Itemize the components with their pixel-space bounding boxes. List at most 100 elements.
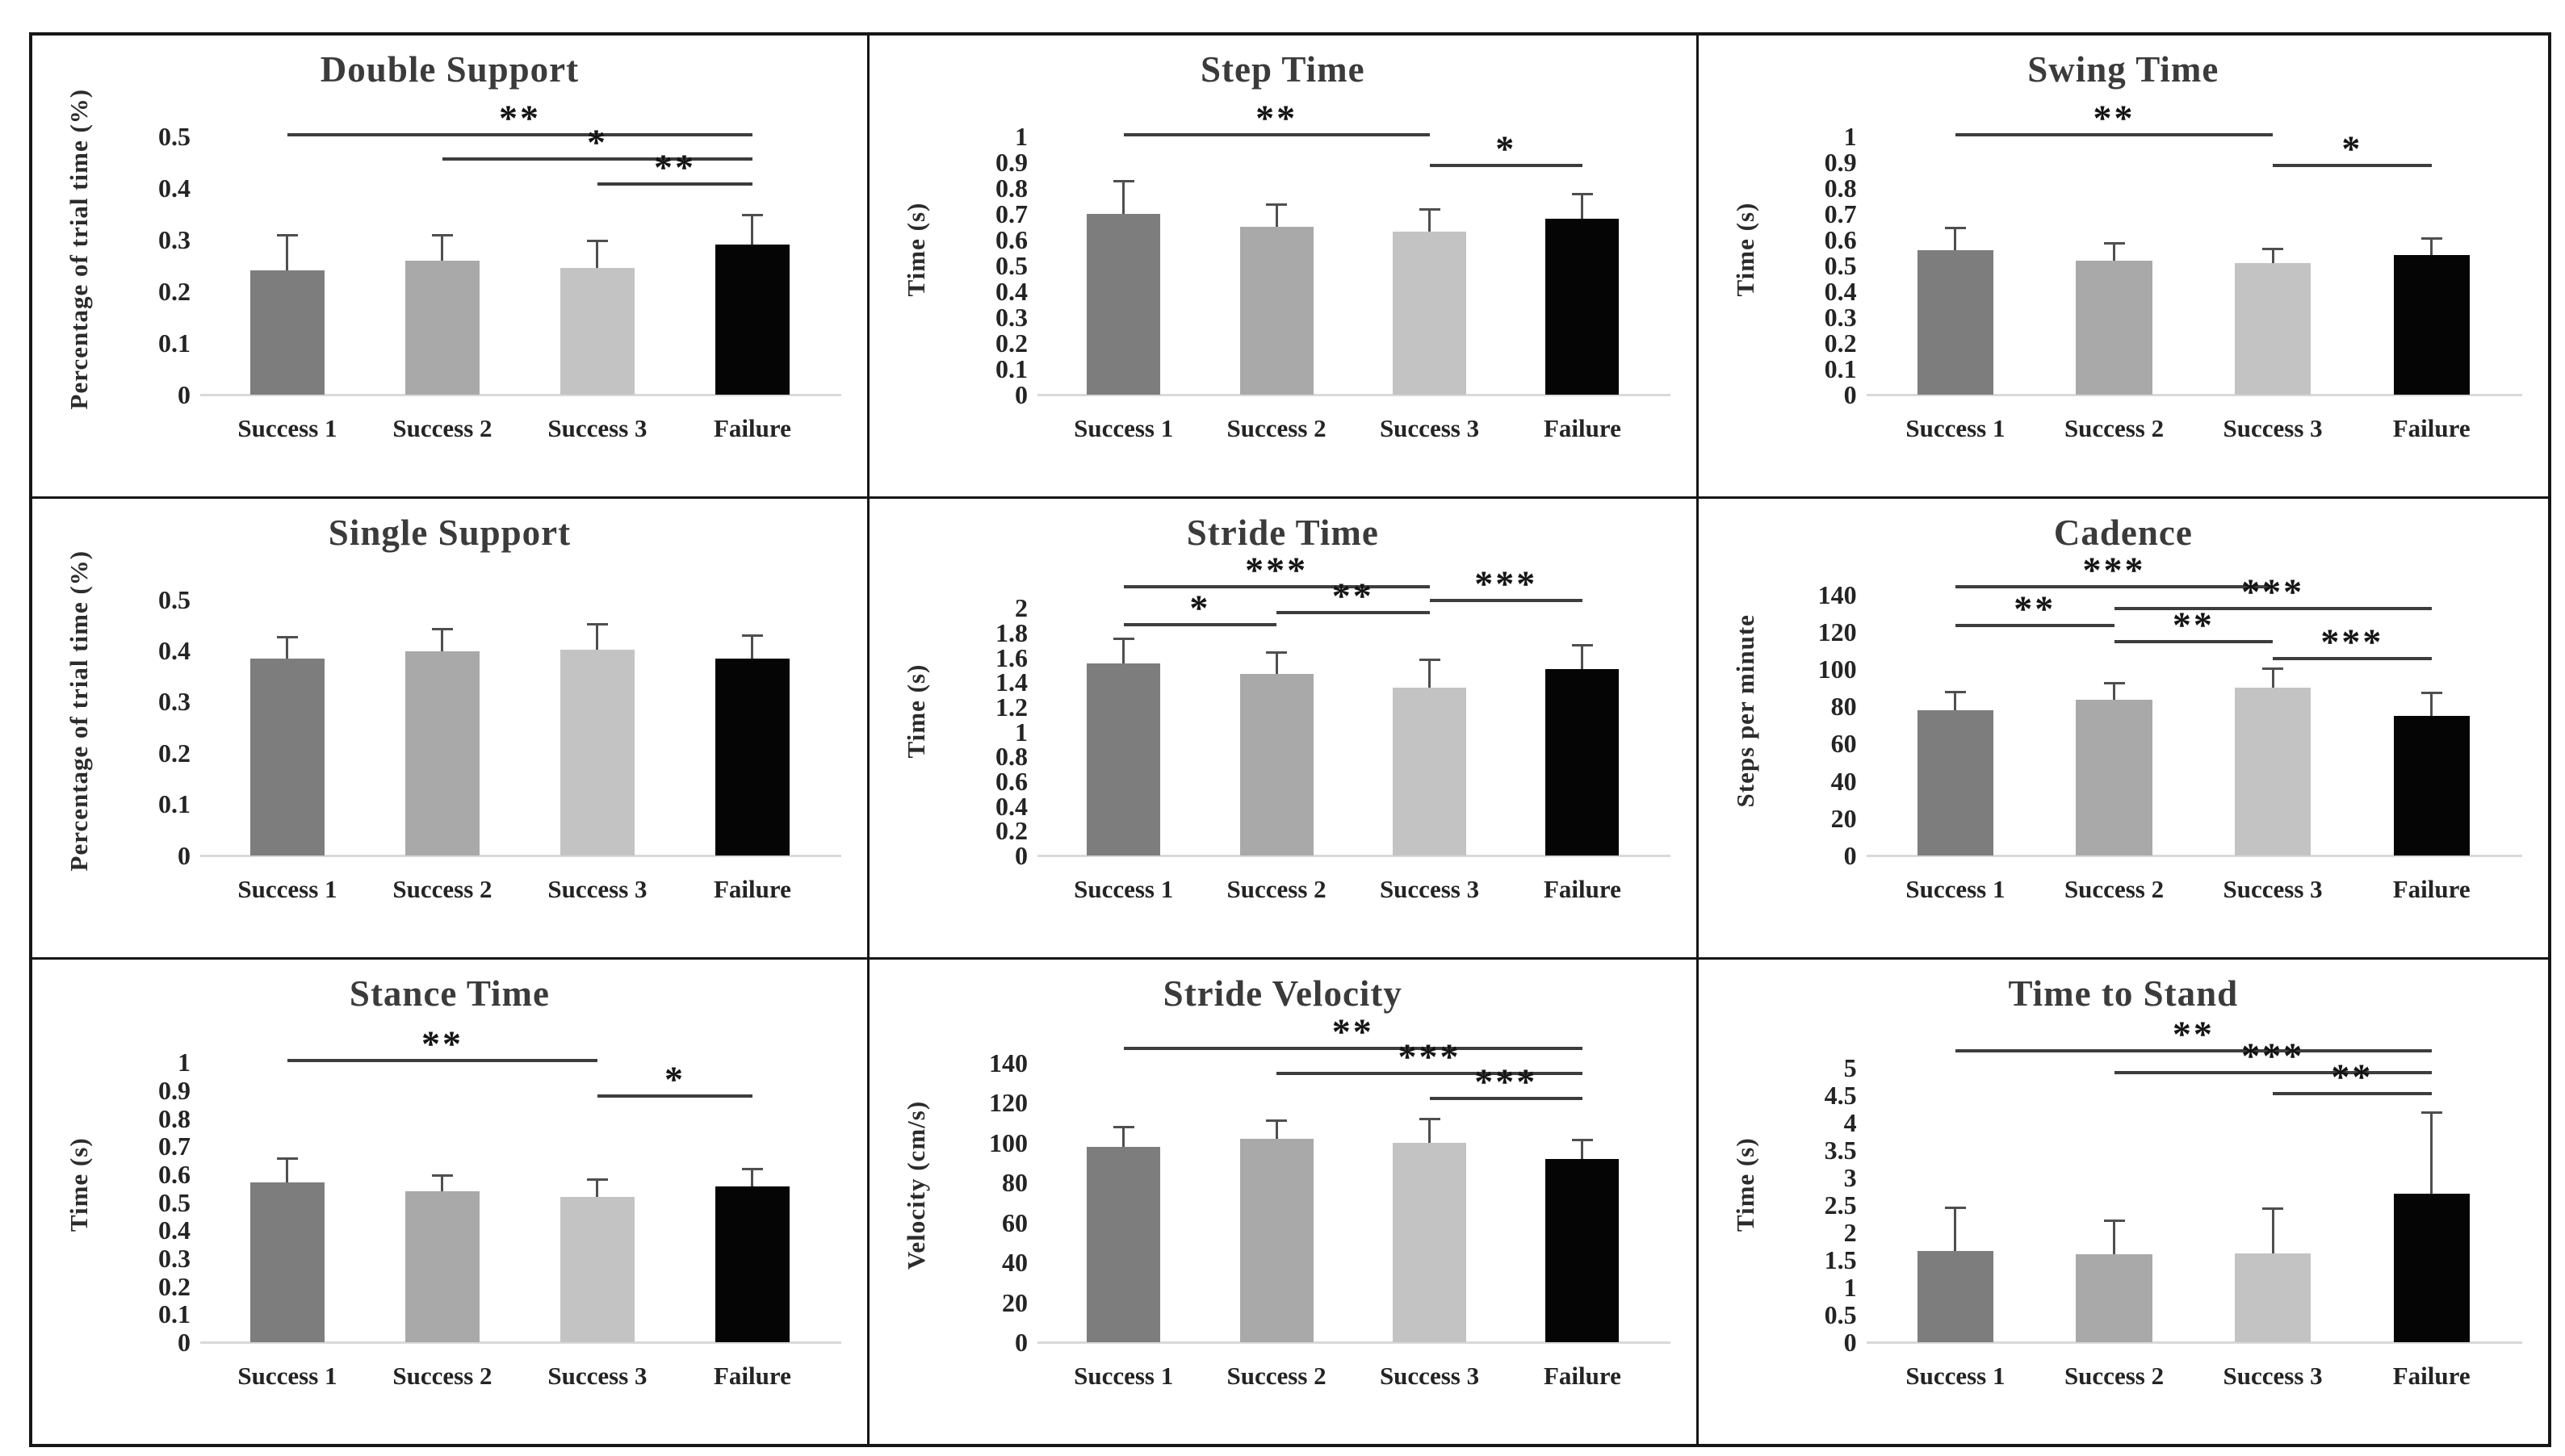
bar-failure (715, 658, 790, 856)
plot-area: 0 0.1 0.2 0.3 0.4 0.5 Success 1 Success 2 Succes… (158, 568, 841, 903)
significance-line (1123, 623, 1277, 627)
y-tick-label: 0.8 (1824, 173, 1857, 203)
error-bar-cap (2103, 682, 2125, 685)
error-bar-cap (586, 239, 608, 242)
y-tick-label: 0.9 (995, 147, 1028, 177)
error-bar (596, 1178, 599, 1197)
significance-line (2273, 164, 2432, 168)
bar-failure (1545, 219, 1620, 395)
error-bar (1954, 1206, 1957, 1251)
bar-failure (715, 1186, 790, 1342)
y-tick-label: 0.5 (158, 121, 191, 151)
plot-wrapper: Velocity (cm/s) 0 20 40 60 80 100 120 140 ** *** *… (870, 1013, 1696, 1444)
bar-failure (2393, 255, 2470, 395)
y-tick-label: 0 (1014, 840, 1028, 870)
error-bar (286, 635, 289, 659)
chart-title: Swing Time (2027, 49, 2219, 90)
y-tick-label: 0.3 (158, 687, 191, 717)
y-tick-label: 0 (178, 380, 191, 410)
y-tick-label: 0.4 (1824, 277, 1857, 307)
bar-success-3 (560, 268, 635, 395)
category-label: Failure (2392, 414, 2471, 443)
error-bar-cap (2103, 1220, 2125, 1223)
category-label: Success 1 (1074, 874, 1174, 903)
significance-stars: ** (498, 97, 541, 139)
y-tick-label: 0.2 (995, 328, 1028, 358)
y-tick-label: 0.5 (1824, 250, 1857, 280)
plot-area: 0 20 40 60 80 100 120 140 ** *** *** Success 1 Succe… (989, 1013, 1670, 1390)
error-bar-cap (741, 213, 763, 216)
plot-area: 0 0.2 0.4 0.6 0.8 1 1.2 1.4 1.6 1.8 2 *** *** ** * Succ… (995, 551, 1670, 903)
significance-stars: * (2341, 128, 2363, 169)
category-label: Success 3 (1379, 874, 1480, 903)
error-bar (2271, 247, 2274, 263)
error-bar (1428, 659, 1431, 688)
error-bar-cap (2262, 667, 2284, 670)
significance-line (442, 157, 752, 161)
error-bar-cap (276, 234, 298, 237)
chart-title: Time to Stand (2008, 973, 2239, 1014)
figure-frame: Double Support Percentage of trial time … (29, 32, 2551, 1447)
y-tick-label: 40 (1830, 766, 1857, 796)
significance-stars: *** (2241, 571, 2305, 613)
y-tick-label: 0.1 (158, 1299, 191, 1329)
error-bar-cap (741, 634, 763, 637)
significance-stars: ** (1331, 575, 1374, 617)
plot-wrapper: Time (s) 0 0.1 0.2 0.3 0.4 0.5 0.6 0.7 0.8 0.9 1 **… (32, 1019, 867, 1444)
y-tick-label: 4.5 (1824, 1080, 1857, 1110)
bar-success-1 (249, 1182, 325, 1342)
plot-wrapper: Time (s) 0 0.5 1 1.5 2 2.5 3 3.5 4 4.5 5 ** *** ** Suc… (1699, 1015, 2548, 1444)
y-tick-label: 20 (1001, 1287, 1028, 1317)
y-tick-label: 0.5 (1824, 1299, 1857, 1329)
bar-success-2 (2076, 1254, 2152, 1342)
error-bar (1954, 690, 1957, 710)
significance-line (2114, 607, 2432, 611)
category-label: Success 2 (2064, 874, 2165, 903)
y-tick-label: 0.1 (158, 789, 191, 819)
category-label: Failure (1543, 414, 1621, 443)
y-tick-label: 0.2 (158, 738, 191, 768)
y-tick-label: 0.2 (158, 1271, 191, 1301)
bar-success-2 (1239, 673, 1314, 856)
significance-line (1429, 598, 1582, 602)
y-tick-label: 0 (1843, 1328, 1857, 1357)
y-tick-label: 0 (1014, 380, 1028, 410)
category-label: Success 1 (1905, 874, 2005, 903)
chart-title: Stance Time (349, 973, 551, 1014)
category-label: Success 1 (237, 414, 337, 443)
x-axis-line (1037, 854, 1670, 857)
category-label: Success 1 (237, 1362, 337, 1390)
category-label: Success 1 (237, 874, 337, 903)
error-bar (1428, 208, 1431, 232)
panel-stride-time: Stride Time Time (s) 0 0.2 0.4 0.6 0.8 1 1.2 1.… (869, 499, 1699, 960)
error-bar (1122, 638, 1125, 664)
bar-success-1 (1917, 1250, 1994, 1342)
category-label: Failure (2392, 874, 2471, 903)
y-tick-label: 0.6 (995, 766, 1028, 796)
error-bar (2113, 682, 2116, 701)
y-tick-label: 0.8 (995, 742, 1028, 772)
significance-line (597, 1094, 752, 1098)
bar-success-1 (1087, 213, 1161, 395)
error-bar-cap (2262, 1207, 2284, 1211)
y-tick-label: 0.3 (158, 1244, 191, 1274)
error-bar-cap (1266, 1119, 1288, 1123)
x-axis-line (1037, 394, 1670, 397)
category-label: Failure (714, 874, 791, 903)
y-tick-label: 0 (1843, 380, 1857, 410)
error-bar-cap (1944, 226, 1966, 229)
significance-stars: ** (2093, 97, 2135, 139)
bar-success-2 (2076, 260, 2152, 395)
bar-success-3 (1393, 687, 1466, 856)
plot-area: 0 20 40 60 80 100 120 140 *** *** ** ** *** Success 1… (1818, 551, 2522, 903)
significance-line (1429, 1096, 1582, 1100)
bar-success-2 (1239, 1138, 1314, 1342)
plot-wrapper: Percentage of trial time (%) 0 0.1 0.2 0.3 0… (32, 89, 867, 496)
y-tick-label: 1.8 (995, 618, 1028, 648)
significance-line (2114, 639, 2274, 643)
plot-area: 0 0.1 0.2 0.3 0.4 0.5 0.6 0.7 0.8 0.9 1 ** * Success … (158, 1026, 841, 1390)
category-label: Failure (714, 1362, 791, 1390)
error-bar (751, 1167, 754, 1187)
plot-wrapper: Time (s) 0 0.1 0.2 0.3 0.4 0.5 0.6 0.7 0.8 0.9 1 **… (1699, 95, 2548, 496)
bar-success-1 (1917, 709, 1994, 856)
